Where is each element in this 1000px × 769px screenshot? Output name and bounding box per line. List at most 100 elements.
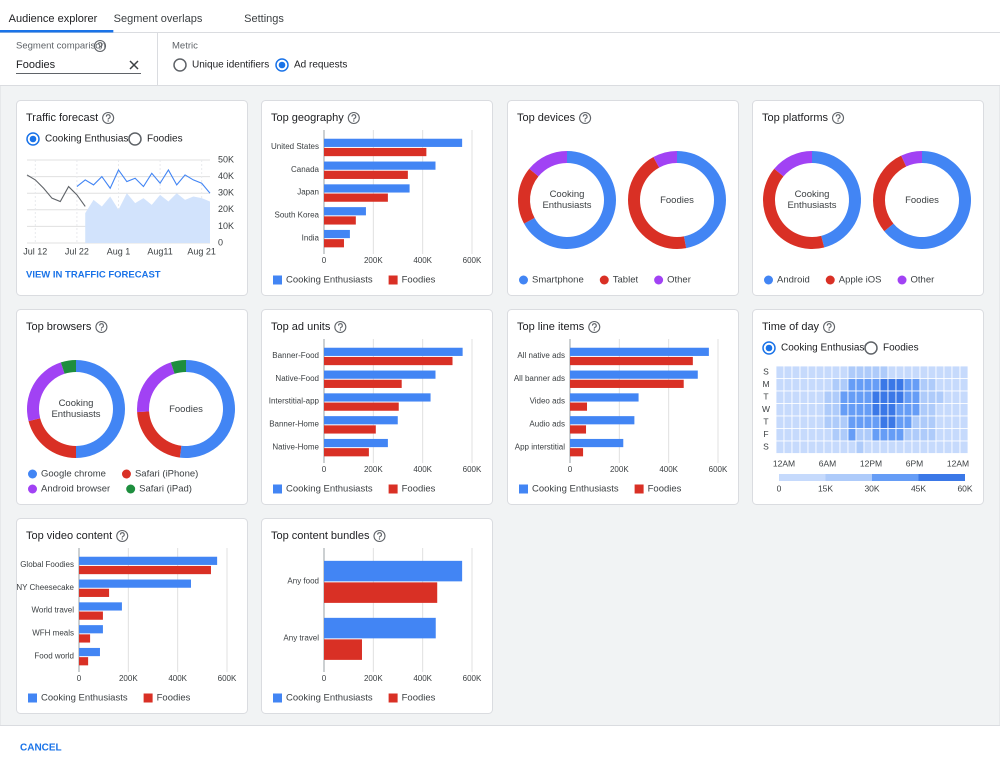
help-circle <box>823 320 836 334</box>
radio-label[interactable]: Cooking Enthusiasts <box>45 134 136 145</box>
help-icon[interactable] <box>334 320 347 334</box>
legend-swatch <box>388 275 398 285</box>
tab[interactable]: Audience explorer <box>9 13 98 25</box>
heat-cell <box>799 428 809 442</box>
heat-cell <box>823 390 833 404</box>
help-dot <box>339 329 342 331</box>
heat-cell <box>847 428 857 442</box>
x-tick-label: 600K <box>463 465 482 474</box>
x-tick-label: 400K <box>168 674 187 683</box>
radio[interactable] <box>173 58 187 72</box>
radio-label[interactable]: Ad requests <box>294 60 347 71</box>
help-circle <box>116 529 129 543</box>
x-tick-label: 200K <box>610 465 629 474</box>
heat-cell <box>895 440 905 454</box>
radio-label[interactable]: Foodies <box>147 134 183 145</box>
legend: Google chrome Safari (iPhone) Android brow… <box>28 469 198 495</box>
heat-cell <box>895 378 905 392</box>
radio-label[interactable]: Foodies <box>883 343 919 354</box>
help-icon[interactable] <box>116 529 129 543</box>
radio[interactable] <box>128 132 142 146</box>
help-icon[interactable] <box>347 111 360 125</box>
bar <box>79 565 211 575</box>
help-icon[interactable] <box>823 320 836 334</box>
card-background <box>507 309 739 505</box>
scale-swatch <box>872 474 919 481</box>
help-icon[interactable] <box>102 111 115 125</box>
heat-cell <box>855 440 865 454</box>
help-circle <box>831 111 845 125</box>
bar <box>324 582 438 603</box>
legend-swatch <box>388 484 398 494</box>
cancel-button[interactable]: CANCEL <box>20 743 62 754</box>
center-label: Foodies <box>905 194 939 206</box>
help-mark <box>337 323 343 329</box>
donut-segment <box>76 360 125 458</box>
legend-label: Android browser <box>41 484 110 495</box>
heat-cell <box>839 440 849 454</box>
bar <box>570 402 588 411</box>
bar <box>79 602 122 611</box>
radio-label[interactable]: Cooking Enthusiasts <box>781 343 872 354</box>
x-tick-label: Jul 22 <box>65 246 89 256</box>
heat-cell <box>847 378 857 392</box>
tab[interactable]: Settings <box>244 13 284 25</box>
heat-cell <box>791 415 801 429</box>
x-tick-label: 12AM <box>947 458 969 468</box>
heat-cell <box>807 390 817 404</box>
help-icon[interactable] <box>831 111 845 125</box>
heat-cell <box>927 365 937 379</box>
bar <box>324 170 408 179</box>
heat-cell <box>943 390 953 404</box>
heat-cell <box>943 403 953 417</box>
line <box>76 168 211 194</box>
help-icon[interactable] <box>93 39 107 53</box>
heat-cell <box>903 365 913 379</box>
help-icon[interactable] <box>579 111 592 125</box>
bar <box>324 393 431 402</box>
category-label: Any food <box>287 576 319 585</box>
heat-cell <box>815 415 825 429</box>
radio-label[interactable]: Unique identifiers <box>192 60 269 71</box>
bar <box>570 438 624 448</box>
card: Top browsers Cooking Enthusiasts Foodies Go… <box>16 309 248 505</box>
x-tick-label: 600K <box>463 674 482 683</box>
legend: Cooking Enthusiasts Foodies <box>273 275 436 286</box>
row-label: T <box>763 392 768 402</box>
donut-segment <box>901 151 922 167</box>
category-label: Interstitial-app <box>269 397 320 406</box>
card: Top content bundles 0 200K 400K 600K Any food… <box>261 518 493 714</box>
clear-icon[interactable] <box>129 60 139 70</box>
help-dot <box>828 329 830 331</box>
card: Top ad units 0 200K 400K 600K Banner-Food Nati… <box>261 309 493 505</box>
heat-cell <box>887 390 897 404</box>
heat-cell <box>895 365 905 379</box>
legend-label: Foodies <box>648 484 682 495</box>
line <box>26 174 86 207</box>
heat-cell <box>943 428 953 442</box>
help-dot <box>121 538 123 540</box>
help-icon[interactable] <box>373 529 386 543</box>
card-title: Top devices <box>517 112 576 124</box>
heat-cell <box>951 403 961 417</box>
help-icon[interactable] <box>588 320 601 334</box>
legend-swatch <box>121 469 131 479</box>
heat-cell <box>815 365 825 379</box>
scale-label: 60K <box>957 483 972 493</box>
heat-cell <box>863 403 873 417</box>
help-icon[interactable] <box>95 320 108 334</box>
heat-cell <box>943 415 953 429</box>
segment-input[interactable]: Foodies <box>16 59 56 71</box>
bar <box>324 379 402 388</box>
category-label: All native ads <box>517 351 565 360</box>
link[interactable]: VIEW IN TRAFFIC FORECAST <box>26 270 161 281</box>
heat-cell <box>791 440 801 454</box>
heat-cell <box>887 403 897 417</box>
heat-cell <box>807 378 817 392</box>
heat-cell <box>951 415 961 429</box>
heat-cell <box>855 390 865 404</box>
heat-cell <box>815 440 825 454</box>
heat-cell <box>879 415 889 429</box>
tab[interactable]: Segment overlaps <box>114 13 203 25</box>
radio[interactable] <box>864 341 878 355</box>
